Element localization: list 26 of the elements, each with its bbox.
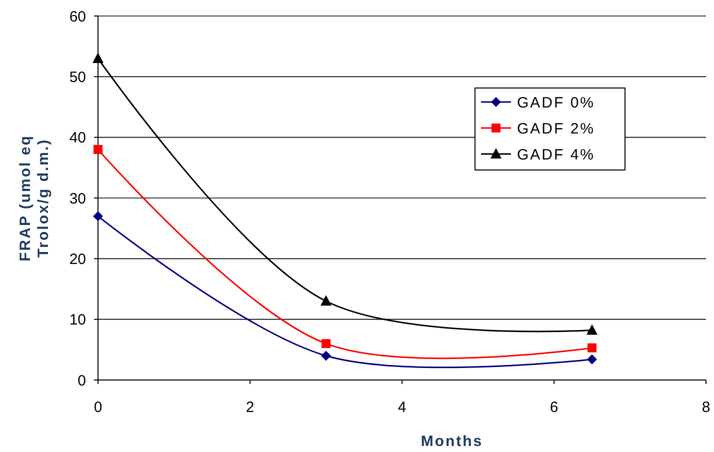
point xyxy=(320,295,332,306)
point xyxy=(586,324,598,335)
point xyxy=(93,211,103,222)
x-tick-label: 0 xyxy=(94,399,102,416)
y-tick-label: 50 xyxy=(69,68,86,86)
legend-label: GADF 0% xyxy=(517,94,596,112)
y-tick-label: 20 xyxy=(69,250,86,268)
x-tick-label: 4 xyxy=(398,399,406,416)
y-tick-label: 60 xyxy=(69,8,86,26)
y-tick-label: 0 xyxy=(78,372,86,390)
x-tick-label: 8 xyxy=(702,399,710,416)
x-tick-label: 2 xyxy=(246,399,254,416)
point xyxy=(321,350,331,361)
point xyxy=(588,343,596,352)
point xyxy=(94,144,102,154)
y-tick-label: 10 xyxy=(69,312,86,329)
x-axis-title: Months xyxy=(420,433,484,450)
point xyxy=(587,354,597,364)
y-tick-label: 30 xyxy=(69,190,86,208)
x-tick-label: 6 xyxy=(550,399,558,416)
legend-label: GADF 4% xyxy=(517,146,596,164)
y-tick-label: 40 xyxy=(69,130,86,147)
y-axis-title: FRAP (umol eq Trolox/g d.m.) xyxy=(17,134,52,262)
point xyxy=(92,52,104,63)
legend-label: GADF 2% xyxy=(517,120,596,138)
point xyxy=(322,339,330,348)
